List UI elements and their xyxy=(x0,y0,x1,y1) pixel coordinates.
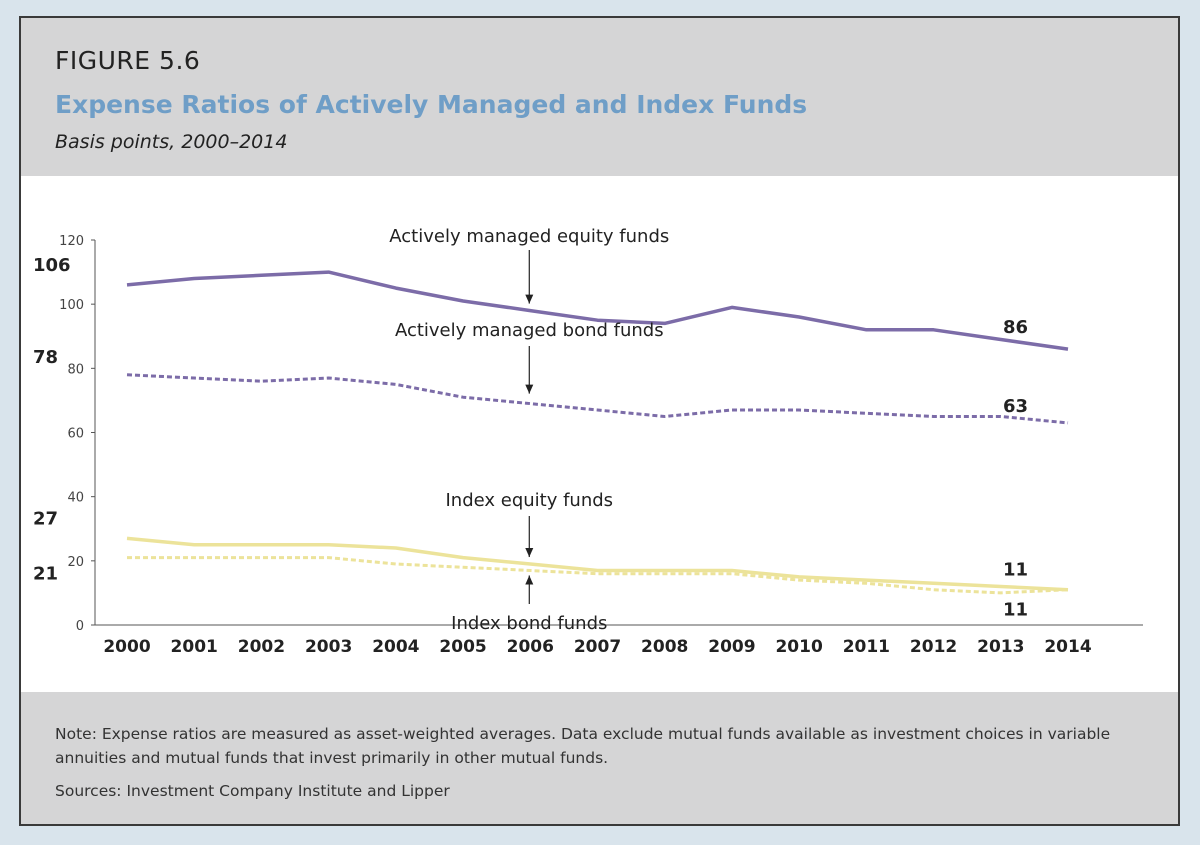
y-tick-label-20: 20 xyxy=(67,555,84,570)
annotation-actively-managed-equity-funds: Actively managed equity funds xyxy=(389,226,669,247)
figure-subtitle: Basis points, 2000–2014 xyxy=(55,131,288,153)
value-label-actively-managed-equity-funds-end: 86 xyxy=(1003,317,1028,338)
figure-sources: Sources: Investment Company Institute an… xyxy=(55,782,450,800)
x-tick-label-2009: 2009 xyxy=(708,637,755,657)
x-tick-label-2002: 2002 xyxy=(238,637,285,657)
x-tick-label-2006: 2006 xyxy=(507,637,554,657)
figure-note: Note: Expense ratios are measured as ass… xyxy=(55,725,1111,767)
figure-header: FIGURE 5.6 Expense Ratios of Actively Ma… xyxy=(21,18,1178,176)
value-label-index-equity-funds-start: 27 xyxy=(33,508,58,529)
x-tick-label-2000: 2000 xyxy=(103,637,150,657)
x-tick-label-2011: 2011 xyxy=(843,637,890,657)
y-tick-label-60: 60 xyxy=(67,427,84,442)
y-tick-label-0: 0 xyxy=(76,619,84,634)
value-label-actively-managed-bond-funds-start: 78 xyxy=(33,347,58,368)
x-tick-label-2007: 2007 xyxy=(574,637,621,657)
annotation-arrowhead-index-equity-funds xyxy=(525,548,534,558)
x-tick-label-2004: 2004 xyxy=(372,637,419,657)
x-tick-label-2005: 2005 xyxy=(439,637,486,657)
y-tick-label-120: 120 xyxy=(59,234,84,249)
x-tick-label-2001: 2001 xyxy=(171,637,218,657)
value-label-index-bond-funds-start: 21 xyxy=(33,564,58,585)
figure-footer: Note: Expense ratios are measured as ass… xyxy=(21,692,1178,826)
value-label-actively-managed-equity-funds-start: 106 xyxy=(33,255,71,276)
annotation-arrowhead-index-bond-funds xyxy=(525,575,534,585)
value-label-index-equity-funds-end: 11 xyxy=(1003,560,1028,581)
y-tick-label-100: 100 xyxy=(59,298,84,313)
x-tick-label-2003: 2003 xyxy=(305,637,352,657)
series-line-index-bond-funds xyxy=(127,556,1069,595)
figure-frame: FIGURE 5.6 Expense Ratios of Actively Ma… xyxy=(19,16,1180,826)
x-tick-label-2008: 2008 xyxy=(641,637,688,657)
annotation-arrowhead-actively-managed-bond-funds xyxy=(525,384,534,394)
value-label-actively-managed-bond-funds-end: 63 xyxy=(1003,396,1028,417)
series-line-actively-managed-equity-funds xyxy=(126,270,1069,351)
x-tick-label-2013: 2013 xyxy=(977,637,1024,657)
y-tick-label-80: 80 xyxy=(67,362,84,377)
x-tick-label-2014: 2014 xyxy=(1044,637,1091,657)
figure-label: FIGURE 5.6 xyxy=(55,46,201,75)
x-tick-label-2012: 2012 xyxy=(910,637,957,657)
value-label-index-bond-funds-end: 11 xyxy=(1003,600,1028,621)
annotation-index-bond-funds: Index bond funds xyxy=(451,613,607,634)
series-line-index-equity-funds xyxy=(126,536,1069,592)
line-chart: 0 20 40 60 80 100 120 2000 2001 2002 2003 2004 2005 2… xyxy=(33,226,1143,657)
y-tick-label-40: 40 xyxy=(67,491,84,506)
x-tick-label-2010: 2010 xyxy=(775,637,822,657)
annotation-arrowhead-actively-managed-equity-funds xyxy=(525,294,534,304)
series-line-actively-managed-bond-funds xyxy=(126,373,1069,425)
annotation-actively-managed-bond-funds: Actively managed bond funds xyxy=(395,320,664,341)
figure-title: Expense Ratios of Actively Managed and I… xyxy=(55,90,808,119)
plot-area: 0 20 40 60 80 100 120 2000 2001 2002 2003 2004 2005 2… xyxy=(21,176,1178,692)
annotation-index-equity-funds: Index equity funds xyxy=(445,490,613,511)
